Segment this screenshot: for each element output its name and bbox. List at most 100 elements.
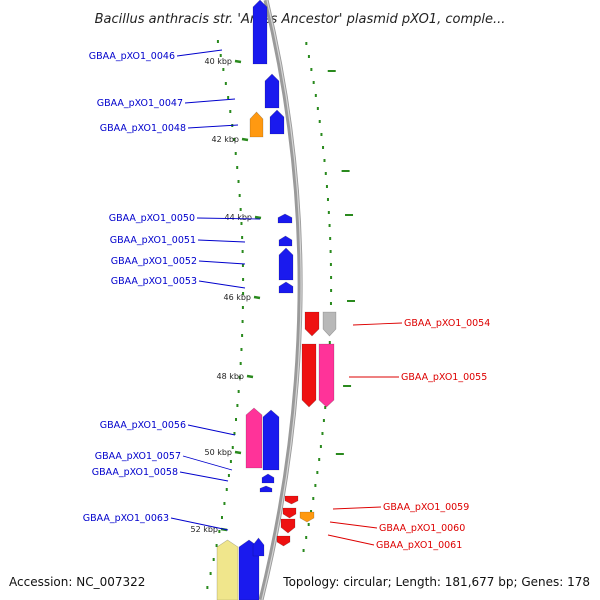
- gene-leader-line: [198, 260, 246, 265]
- outer-ring-dot: [326, 198, 329, 201]
- outer-ring-dot: [329, 302, 332, 305]
- inner-ring-dot: [241, 236, 244, 239]
- inner-ring-dot: [215, 544, 218, 547]
- outer-ring-dot: [307, 55, 310, 58]
- gene-label[interactable]: GBAA_pXO1_0047: [97, 98, 183, 109]
- inner-ring-dot: [216, 40, 219, 43]
- outer-ring-dot: [328, 224, 331, 227]
- gene-0059-arrow[interactable]: [284, 495, 299, 505]
- inner-ring-dot: [241, 264, 244, 267]
- gene-label[interactable]: GBAA_pXO1_0054: [404, 318, 490, 329]
- outer-ring-dot: [329, 237, 332, 240]
- gene-label[interactable]: GBAA_pXO1_0052: [111, 256, 197, 267]
- gene-label[interactable]: GBAA_pXO1_0051: [110, 235, 196, 246]
- inner-ring-dot: [222, 68, 225, 71]
- outer-ring-dot: [320, 133, 323, 136]
- gene-0050-arrow[interactable]: [277, 213, 293, 224]
- inner-ring-dot: [233, 138, 236, 141]
- gene-0063b-arrow[interactable]: [252, 537, 265, 557]
- gene-leader-line: [327, 534, 375, 546]
- gene-0056a-arrow[interactable]: [245, 407, 263, 469]
- gene-leader-line: [352, 322, 403, 326]
- gene-0060a-arrow[interactable]: [299, 511, 315, 523]
- inner-ring-dot: [239, 362, 242, 365]
- gene-leader-line: [179, 471, 229, 482]
- gene-0061-arrow[interactable]: [276, 535, 291, 547]
- outer-ring-mark: [341, 170, 350, 172]
- inner-ring-dot: [242, 292, 245, 295]
- gene-0054b-arrow[interactable]: [322, 311, 337, 337]
- inner-ring-dot: [241, 306, 244, 309]
- outer-ring-dot: [329, 263, 332, 266]
- gene-label[interactable]: GBAA_pXO1_0059: [383, 502, 469, 513]
- gene-label[interactable]: GBAA_pXO1_0055: [401, 372, 487, 383]
- gene-label[interactable]: GBAA_pXO1_0056: [100, 420, 186, 431]
- gene-0063a-arrow[interactable]: [216, 539, 239, 600]
- gene-label[interactable]: GBAA_pXO1_0061: [376, 540, 462, 551]
- gene-0048-arrow[interactable]: [249, 111, 264, 138]
- backbone-highlight: [261, 0, 302, 600]
- gene-0060-arrow[interactable]: [280, 518, 296, 534]
- outer-ring-dot: [316, 107, 319, 110]
- kbp-tick-label: 48 kbp: [216, 372, 244, 381]
- backbone-arc: [258, 0, 303, 600]
- outer-ring-mark: [327, 70, 336, 72]
- inner-ring-dot: [229, 110, 232, 113]
- gene-label[interactable]: GBAA_pXO1_0046: [89, 51, 175, 62]
- kbp-tick-mark: [241, 137, 249, 142]
- inner-ring-dot: [234, 152, 237, 155]
- gene-label[interactable]: GBAA_pXO1_0063: [83, 513, 169, 524]
- gene-0047-arrow[interactable]: [264, 73, 280, 109]
- gene-0052-arrow[interactable]: [278, 247, 294, 281]
- inner-ring-dot: [239, 208, 242, 211]
- inner-ring-dot: [240, 222, 243, 225]
- gene-leader-line: [176, 49, 223, 57]
- gene-0057-arrow[interactable]: [261, 473, 275, 484]
- outer-ring-dot: [319, 445, 322, 448]
- map-title: Bacillus anthracis str. 'Ames Ancestor' …: [95, 12, 506, 27]
- outer-ring-dot: [330, 276, 333, 279]
- inner-ring-dot: [227, 96, 230, 99]
- outer-ring-dot: [318, 458, 321, 461]
- gene-label[interactable]: GBAA_pXO1_0048: [100, 123, 186, 134]
- gene-0055-arrow[interactable]: [318, 343, 335, 408]
- outer-ring-dot: [314, 484, 317, 487]
- gene-0046-arrow[interactable]: [252, 0, 268, 65]
- inner-ring-dot: [212, 558, 215, 561]
- inner-ring-dot: [238, 194, 241, 197]
- outer-ring-mark: [347, 300, 355, 302]
- inner-ring-dot: [209, 572, 212, 575]
- gene-0048b-arrow[interactable]: [269, 109, 285, 135]
- outer-ring-dot: [312, 497, 315, 500]
- gene-0051-arrow[interactable]: [278, 235, 293, 247]
- gene-0058-arrow[interactable]: [259, 485, 273, 493]
- kbp-tick-mark: [234, 59, 242, 64]
- gene-label[interactable]: GBAA_pXO1_0058: [92, 467, 178, 478]
- gene-0059b-arrow[interactable]: [282, 507, 297, 519]
- gene-0053-arrow[interactable]: [278, 281, 294, 294]
- inner-ring-dot: [241, 250, 244, 253]
- outer-ring-dot: [330, 289, 333, 292]
- gene-0054-arrow[interactable]: [304, 311, 320, 337]
- gene-leader-line: [197, 239, 246, 243]
- outer-ring-dot: [305, 536, 308, 539]
- features-layer: [216, 0, 337, 600]
- inner-ring-dot: [233, 432, 236, 435]
- inner-ring-dot: [242, 278, 245, 281]
- inner-ring-dot: [241, 320, 244, 323]
- gene-label[interactable]: GBAA_pXO1_0060: [379, 523, 465, 534]
- gene-0055a-arrow[interactable]: [301, 343, 317, 408]
- outer-ring-dot: [305, 42, 308, 45]
- kbp-tick-label: 46 kbp: [223, 293, 251, 302]
- gene-label[interactable]: GBAA_pXO1_0057: [95, 451, 181, 462]
- outer-ring-dot: [328, 341, 331, 344]
- accession-text: Accession: NC_007322: [9, 575, 145, 589]
- gene-label[interactable]: GBAA_pXO1_0053: [111, 276, 197, 287]
- gene-label[interactable]: GBAA_pXO1_0050: [109, 213, 195, 224]
- outer-ring-dot: [312, 81, 315, 84]
- gene-leader-line: [187, 424, 236, 436]
- kbp-tick-mark: [246, 374, 254, 379]
- outer-ring-mark: [345, 214, 354, 216]
- gene-0056-arrow[interactable]: [262, 409, 280, 471]
